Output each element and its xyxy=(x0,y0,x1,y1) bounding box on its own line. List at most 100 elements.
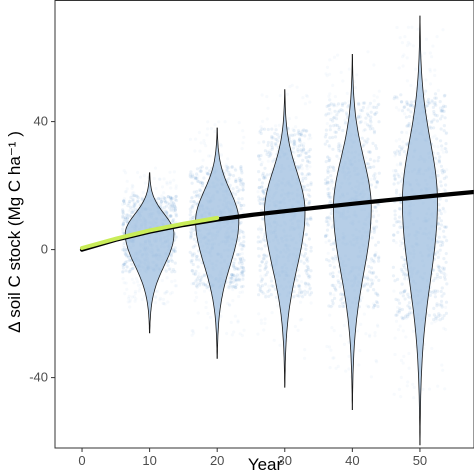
scatter-point xyxy=(438,313,442,317)
scatter-point xyxy=(165,290,169,294)
scatter-point xyxy=(393,95,397,99)
scatter-point xyxy=(330,299,334,303)
scatter-point xyxy=(171,218,175,223)
scatter-point xyxy=(430,55,434,59)
scatter-point xyxy=(193,272,197,276)
scatter-point xyxy=(435,304,439,308)
scatter-point xyxy=(190,269,194,273)
scatter-point xyxy=(439,164,443,168)
scatter-point xyxy=(336,53,340,57)
scatter-point xyxy=(188,137,193,141)
scatter-point xyxy=(400,109,405,113)
scatter-point xyxy=(359,120,363,124)
scatter-point xyxy=(338,144,342,148)
scatter-point xyxy=(366,277,370,281)
scatter-point xyxy=(332,286,337,290)
scatter-point xyxy=(444,199,448,203)
scatter-point xyxy=(335,113,339,117)
scatter-point xyxy=(435,240,439,244)
scatter-point xyxy=(263,266,268,270)
scatter-point xyxy=(407,366,411,370)
scatter-point xyxy=(121,216,125,220)
scatter-point xyxy=(273,131,277,135)
scatter-point xyxy=(261,171,265,175)
scatter-point xyxy=(332,168,336,172)
scatter-point xyxy=(198,169,202,173)
scatter-point xyxy=(163,291,167,295)
scatter-point xyxy=(326,104,331,108)
scatter-point xyxy=(442,208,446,212)
scatter-point xyxy=(305,268,309,272)
scatter-point xyxy=(361,105,365,110)
scatter-point xyxy=(343,122,347,126)
scatter-point xyxy=(374,359,378,363)
scatter-point xyxy=(361,144,365,148)
scatter-point xyxy=(199,278,203,282)
scatter-point xyxy=(135,277,139,281)
scatter-point xyxy=(157,177,161,181)
scatter-point xyxy=(266,106,270,110)
scatter-point xyxy=(432,118,436,122)
scatter-point xyxy=(438,197,442,201)
scatter-point xyxy=(368,157,373,161)
scatter-point xyxy=(402,271,406,275)
scatter-point xyxy=(125,251,129,255)
scatter-point xyxy=(373,334,377,338)
scatter-point xyxy=(263,282,268,286)
scatter-point xyxy=(358,112,362,116)
scatter-point xyxy=(439,117,443,121)
scatter-point xyxy=(239,265,243,269)
scatter-point xyxy=(170,280,174,284)
scatter-point xyxy=(123,252,127,256)
scatter-point xyxy=(399,358,404,363)
scatter-point xyxy=(368,101,372,105)
scatter-point xyxy=(432,279,436,283)
scatter-point xyxy=(405,102,409,106)
scatter-point xyxy=(399,395,403,399)
scatter-point xyxy=(301,179,305,183)
scatter-point xyxy=(301,96,305,100)
scatter-point xyxy=(405,43,409,48)
scatter-point xyxy=(443,104,448,109)
scatter-point xyxy=(191,195,195,200)
scatter-point xyxy=(399,147,403,151)
scatter-point xyxy=(205,171,209,176)
scatter-point xyxy=(442,266,446,270)
scatter-point xyxy=(346,105,350,109)
scatter-point xyxy=(168,214,172,218)
scatter-point xyxy=(308,155,312,159)
scatter-point xyxy=(437,216,441,220)
scatter-point xyxy=(375,323,380,327)
scatter-point xyxy=(411,382,415,386)
scatter-point xyxy=(136,196,140,200)
scatter-point xyxy=(394,313,398,317)
scatter-point xyxy=(238,179,242,183)
scatter-point xyxy=(406,25,410,29)
scatter-point xyxy=(332,265,336,269)
scatter-point xyxy=(424,37,429,41)
scatter-point xyxy=(324,132,328,136)
scatter-point xyxy=(269,279,274,283)
scatter-point xyxy=(409,311,414,315)
scatter-point xyxy=(396,173,400,177)
scatter-point xyxy=(167,259,171,263)
scatter-point xyxy=(444,225,449,229)
scatter-point xyxy=(239,165,243,169)
scatter-point xyxy=(357,102,361,107)
scatter-point xyxy=(293,133,297,137)
scatter-point xyxy=(159,202,163,206)
scatter-point xyxy=(438,106,443,111)
scatter-point xyxy=(340,103,345,108)
scatter-point xyxy=(192,252,196,256)
scatter-point xyxy=(406,380,410,384)
scatter-point xyxy=(271,159,275,163)
scatter-point xyxy=(173,197,177,202)
scatter-point xyxy=(300,129,304,133)
scatter-point xyxy=(369,115,373,119)
scatter-point xyxy=(202,283,206,287)
scatter-point xyxy=(238,252,242,256)
scatter-point xyxy=(436,151,440,156)
scatter-point xyxy=(407,311,412,315)
scatter-point xyxy=(427,387,432,391)
x-tick-label: 40 xyxy=(345,453,359,468)
